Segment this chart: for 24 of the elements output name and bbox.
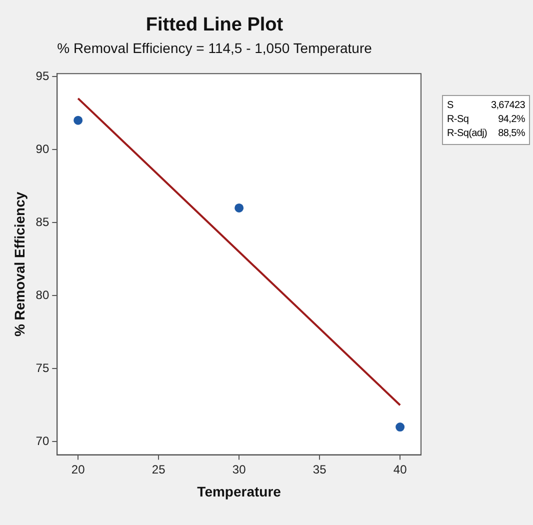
y-axis-title: % Removal Efficiency [11, 192, 28, 337]
y-tick-label: 90 [36, 142, 50, 156]
y-tick-label: 80 [36, 288, 50, 302]
x-tick-label: 30 [232, 462, 246, 476]
y-tick-label: 95 [36, 68, 50, 83]
x-tick-label: 35 [312, 462, 327, 476]
x-axis-title: Temperature [197, 483, 282, 500]
point [234, 203, 244, 212]
point [396, 422, 405, 432]
x-tick-label: 20 [71, 462, 86, 476]
x-tick-label: 25 [152, 462, 166, 476]
y-tick-label: 70 [36, 434, 50, 448]
text: R-Sq [447, 113, 469, 127]
chart-subtitle: % Removal Efficiency = 114,5 - 1,050 Temperature [57, 40, 372, 56]
chart-title: Fitted Line Plot [146, 14, 284, 36]
text: R-Sq(adj) [447, 127, 488, 141]
text: 88,5% [498, 127, 525, 141]
text: 94,2% [498, 113, 525, 127]
y-tick-label: 75 [36, 360, 50, 375]
y-tick-label: 85 [36, 214, 50, 229]
point [74, 116, 83, 125]
x-tick-label: 40 [393, 462, 408, 476]
text: 3,67423 [490, 99, 525, 113]
text: S [447, 99, 454, 113]
